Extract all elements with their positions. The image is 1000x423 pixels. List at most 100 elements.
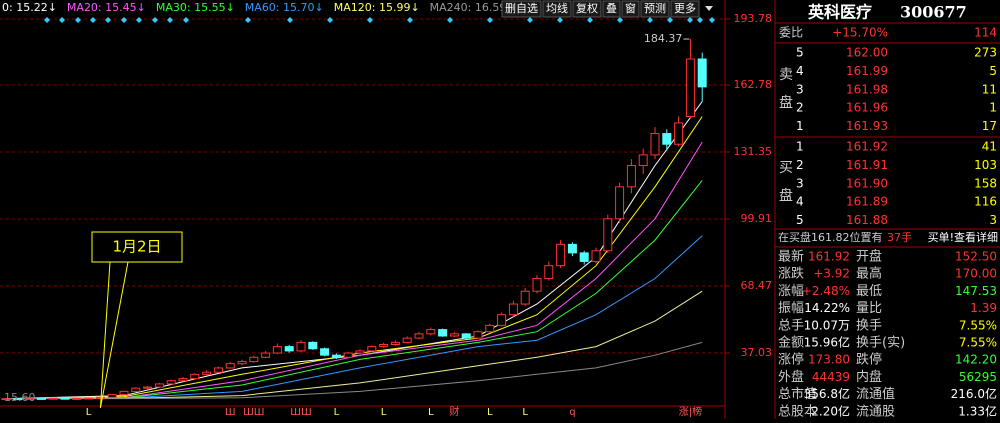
candle-body — [178, 378, 188, 382]
button-label: 叠 — [606, 2, 617, 15]
book-volume: 158 — [974, 176, 997, 190]
book-price: 161.92 — [846, 140, 888, 154]
candle-body — [202, 371, 212, 375]
candle-body — [213, 367, 223, 373]
candle-body — [638, 154, 648, 167]
toolbar-button[interactable]: 预测 — [640, 0, 670, 18]
stat-value: 142.20 — [955, 353, 997, 367]
book-level: 1 — [796, 140, 804, 154]
stat-label: 流通值 — [856, 386, 895, 402]
book-level: 2 — [796, 101, 804, 115]
book-level: 3 — [796, 176, 804, 190]
stat-label: 涨停 — [778, 352, 804, 368]
stat-label: 外盘 — [778, 369, 804, 385]
toolbar-button[interactable]: 删自选 — [501, 0, 542, 18]
candle-body — [461, 333, 471, 339]
event-diamond — [105, 17, 111, 23]
stat-label: 换手 — [856, 318, 882, 333]
stat-label: 内盘 — [856, 369, 882, 385]
candle-body — [331, 354, 341, 358]
notice-qty: 37手 — [887, 230, 912, 244]
min-label: 15.60 — [4, 391, 36, 404]
stat-value: 152.50 — [955, 250, 997, 264]
book-price: 161.96 — [846, 101, 888, 115]
y-tick-label: 131.35 — [734, 145, 773, 158]
candle-body — [626, 165, 636, 188]
event-diamond — [75, 17, 81, 23]
event-marker: L — [487, 407, 493, 418]
candle-body — [367, 346, 377, 352]
stat-label: 跌停 — [856, 352, 882, 368]
stat-label: 最高 — [856, 266, 882, 282]
event-diamond — [327, 17, 333, 23]
stat-value: 216.0亿 — [951, 386, 997, 401]
toolbar-button[interactable]: 更多 — [670, 0, 700, 18]
candle-body — [296, 341, 306, 352]
candle-body — [261, 352, 271, 358]
stat-label: 涨跌 — [778, 266, 804, 282]
candle-body — [225, 363, 235, 369]
toolbar-dropdown[interactable] — [705, 6, 713, 11]
candle-body — [72, 397, 82, 400]
ma-legend: MA20: 15.45↓ — [67, 1, 146, 14]
candle-body — [95, 396, 105, 399]
event-marker: q — [569, 407, 575, 418]
candle-body — [508, 303, 518, 316]
candle-body — [131, 387, 141, 392]
candle-body — [284, 346, 294, 352]
event-diamond — [667, 17, 673, 23]
candle-body — [143, 386, 153, 389]
ma-legend: MA240: 16.59↓ — [430, 1, 516, 14]
toolbar-button[interactable]: 叠 — [602, 0, 621, 18]
event-marker: L — [381, 407, 387, 418]
toolbar-button[interactable]: 窗 — [621, 0, 640, 18]
event-diamond — [487, 17, 493, 23]
event-diamond — [617, 17, 623, 23]
annotation-box — [91, 231, 183, 263]
event-diamond — [167, 17, 173, 23]
candle-body — [556, 243, 566, 267]
toolbar-button[interactable]: 复权 — [572, 0, 602, 18]
toolbar-button[interactable]: 均线 — [542, 0, 572, 18]
candle-body — [355, 350, 365, 354]
candle-body — [414, 333, 424, 339]
stat-value: 170.00 — [955, 267, 997, 281]
book-price: 161.98 — [846, 82, 888, 96]
y-tick-label: 37.03 — [741, 346, 773, 359]
y-tick-label: 193.78 — [734, 12, 773, 25]
stat-label: 涨幅 — [778, 284, 804, 299]
book-price: 161.88 — [846, 213, 888, 227]
candle-body — [615, 186, 625, 220]
event-diamond — [245, 17, 251, 23]
candle-body — [107, 394, 117, 398]
candle-body — [60, 397, 70, 400]
event-diamond — [557, 17, 563, 23]
event-marker: 财 — [449, 405, 459, 418]
candle-body — [379, 344, 389, 348]
candle-body — [1, 398, 11, 401]
candle-body — [343, 352, 353, 358]
book-level: 5 — [796, 46, 804, 60]
notice-link[interactable]: 买单!查看详细 — [928, 230, 998, 244]
stat-label: 总股本 — [778, 404, 817, 419]
y-tick-label: 99.91 — [741, 212, 773, 225]
button-frame — [572, 0, 602, 18]
stat-label: 流通股 — [856, 404, 895, 419]
event-diamond — [647, 17, 653, 23]
stat-value: 356.8亿 — [804, 386, 850, 401]
ma-line — [6, 341, 703, 400]
event-marker: L — [334, 407, 340, 418]
book-volume: 1 — [989, 101, 997, 115]
stat-value: 147.53 — [955, 284, 997, 298]
event-diamond — [183, 17, 189, 23]
candle-body — [48, 397, 58, 400]
weibi-diff: 114 — [974, 26, 997, 40]
weibi-value: +15.70% — [832, 26, 888, 40]
event-marker: L — [86, 407, 92, 418]
candle-body — [579, 252, 589, 262]
stat-value: +3.92 — [813, 267, 850, 281]
candle-body — [485, 324, 495, 333]
event-diamond — [59, 17, 65, 23]
event-diamond — [152, 17, 158, 23]
